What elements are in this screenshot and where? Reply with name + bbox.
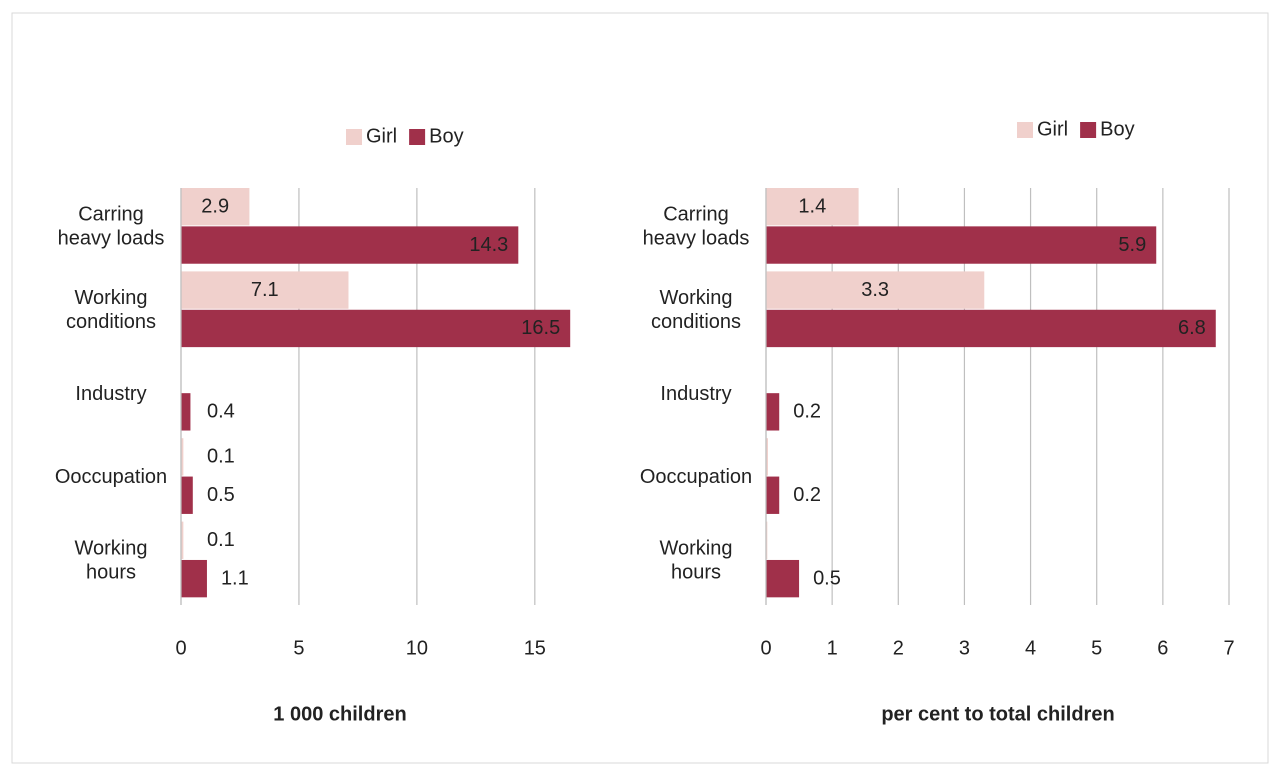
- bar: [766, 309, 1216, 348]
- x-tick-label: 0: [760, 637, 771, 659]
- bar: [766, 188, 859, 226]
- frame: [11, 12, 1269, 764]
- data-label: 0.1: [207, 446, 235, 468]
- x-tick-label: 10: [406, 637, 428, 659]
- legend-label: Girl: [1037, 118, 1068, 140]
- x-tick-label: 7: [1223, 637, 1234, 659]
- data-label: 0.2: [793, 401, 821, 423]
- data-label: 16.5: [521, 317, 560, 339]
- bar: [181, 393, 191, 431]
- legend-swatch: [1080, 122, 1097, 138]
- x-tick-label: 3: [959, 637, 970, 659]
- x-tick-label: 1: [827, 637, 838, 659]
- data-label: 3.3: [861, 279, 889, 301]
- data-label: 0.2: [793, 484, 821, 506]
- data-label: 2.9: [201, 195, 229, 217]
- data-label: 0.5: [207, 484, 235, 506]
- y-tick-label: Industry: [660, 383, 731, 405]
- legend-swatch: [409, 129, 426, 145]
- legend-label: Boy: [1100, 118, 1134, 140]
- data-label: 5.9: [1118, 234, 1146, 256]
- bar: [181, 521, 184, 559]
- bar: [766, 393, 780, 431]
- bar: [181, 271, 349, 309]
- data-label: 0.4: [207, 401, 235, 423]
- data-label: 1.1: [221, 567, 249, 589]
- bar: [766, 271, 985, 309]
- data-label: 7.1: [251, 279, 279, 301]
- bar: [181, 226, 519, 264]
- y-tick-label: Ooccupation: [640, 466, 752, 488]
- legend-label: Boy: [429, 125, 463, 147]
- y-tick-label: Working hours: [75, 538, 148, 584]
- x-tick-label: 5: [1091, 637, 1102, 659]
- x-tick-label: 5: [293, 637, 304, 659]
- x-tick-label: 6: [1157, 637, 1168, 659]
- y-tick-label: Working conditions: [651, 287, 741, 333]
- x-axis-title: 1 000 children: [273, 703, 406, 725]
- bar: [766, 226, 1157, 264]
- y-tick-label: Industry: [75, 383, 146, 405]
- y-tick-label: Carring heavy loads: [58, 204, 165, 250]
- bar: [181, 438, 184, 476]
- bar: [766, 559, 800, 598]
- bar: [181, 476, 193, 514]
- bar: [766, 521, 768, 559]
- y-tick-label: Ooccupation: [55, 466, 167, 488]
- legend-swatch: [1017, 122, 1033, 138]
- legend-label: Girl: [366, 125, 397, 147]
- x-tick-label: 2: [893, 637, 904, 659]
- y-tick-label: Working conditions: [66, 287, 156, 333]
- data-label: 6.8: [1178, 317, 1206, 339]
- x-axis-title: per cent to total children: [881, 703, 1114, 725]
- bar: [766, 476, 780, 514]
- data-label: 14.3: [469, 234, 508, 256]
- legend-swatch: [346, 129, 362, 145]
- x-tick-label: 15: [524, 637, 546, 659]
- bar: [181, 309, 571, 348]
- bar: [181, 559, 207, 598]
- bar: [181, 188, 250, 226]
- x-tick-label: 0: [175, 637, 186, 659]
- data-label: 0.1: [207, 529, 235, 551]
- data-label: 0.5: [813, 567, 841, 589]
- y-tick-label: Working hours: [660, 538, 733, 584]
- data-label: 1.4: [798, 195, 826, 217]
- x-tick-label: 4: [1025, 637, 1036, 659]
- y-tick-label: Carring heavy loads: [643, 204, 750, 250]
- bar: [766, 438, 768, 476]
